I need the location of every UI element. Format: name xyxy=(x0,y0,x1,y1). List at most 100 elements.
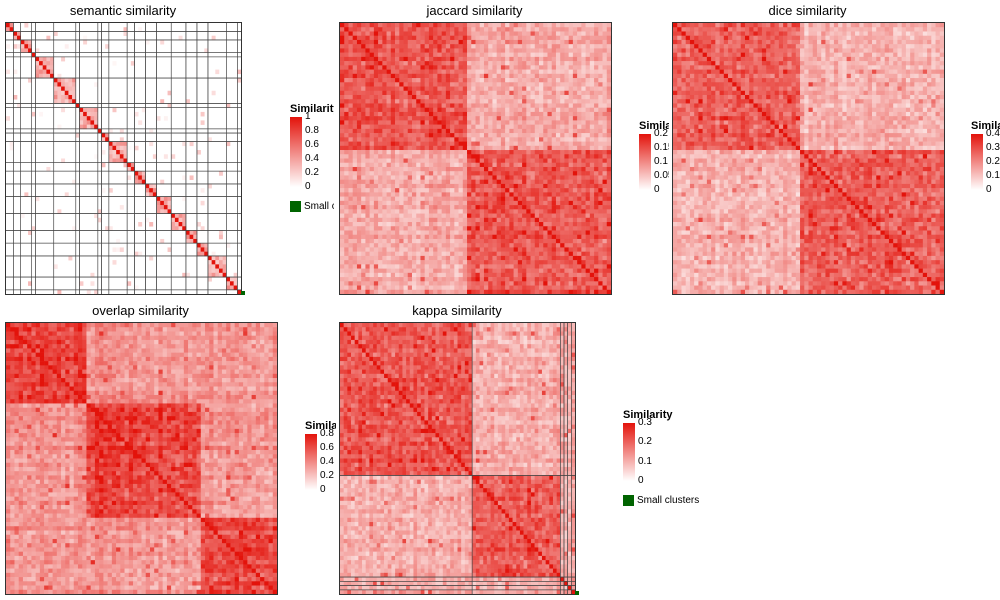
heatmap-cell xyxy=(348,183,353,189)
heatmap-cell xyxy=(471,230,476,236)
heatmap-cell xyxy=(424,94,430,100)
heatmap-cell xyxy=(577,31,582,36)
heatmap-cell xyxy=(509,27,514,32)
heatmap-cell xyxy=(365,154,370,159)
heatmap-cell xyxy=(361,116,366,121)
heatmap-cell xyxy=(365,52,370,58)
heatmap-cell xyxy=(79,111,84,117)
heatmap-cell xyxy=(526,230,531,236)
heatmap-cell xyxy=(914,35,919,41)
heatmap-cell xyxy=(352,107,358,113)
heatmap-cell xyxy=(825,31,830,36)
heatmap-cell xyxy=(390,171,396,176)
heatmap-cell xyxy=(382,137,387,142)
heatmap-cell xyxy=(479,162,485,168)
heatmap-cell xyxy=(390,226,396,231)
heatmap-cell xyxy=(568,73,574,79)
heatmap-cell xyxy=(204,48,209,53)
heatmap-cell xyxy=(386,124,392,130)
heatmap-cell xyxy=(581,73,586,79)
heatmap-cell xyxy=(505,205,510,210)
heatmap-cell xyxy=(445,31,451,36)
heatmap-cell xyxy=(441,247,447,252)
heatmap-cell xyxy=(483,44,489,49)
heatmap-cell xyxy=(108,150,113,155)
heatmap-cell xyxy=(530,116,536,121)
heatmap-cell xyxy=(462,27,468,32)
heatmap-cell xyxy=(522,277,527,282)
heatmap-cell xyxy=(577,188,582,193)
heatmap-cell xyxy=(86,116,91,121)
heatmap-cell xyxy=(361,86,366,92)
heatmap-cell xyxy=(403,48,409,53)
heatmap-cell xyxy=(382,145,387,151)
heatmap-cell xyxy=(119,154,124,159)
heatmap-cell xyxy=(454,179,459,185)
heatmap-cell xyxy=(57,289,62,294)
heatmap-cell xyxy=(560,35,565,41)
heatmap-cell xyxy=(420,56,425,62)
heatmap-cell xyxy=(488,128,493,134)
heatmap-cell xyxy=(475,145,481,151)
heatmap-cell xyxy=(420,243,425,248)
heatmap-cell xyxy=(589,200,595,206)
heatmap-cell xyxy=(454,175,459,180)
heatmap-cell xyxy=(893,27,898,32)
heatmap-cell xyxy=(450,179,455,185)
heatmap-cell xyxy=(922,31,928,36)
heatmap-cell xyxy=(505,234,510,240)
heatmap-cell xyxy=(31,52,36,58)
heatmap-cell xyxy=(382,175,387,180)
heatmap-cell xyxy=(112,61,117,66)
heatmap-cell xyxy=(467,238,472,244)
heatmap-cell xyxy=(185,230,190,236)
heatmap-cell xyxy=(112,247,117,252)
heatmap-cell xyxy=(365,35,370,41)
heatmap-cell xyxy=(403,94,409,100)
heatmap-cell xyxy=(500,251,506,257)
heatmap-cell xyxy=(356,23,362,28)
heatmap-cell xyxy=(492,222,497,227)
heatmap-cell xyxy=(560,150,565,155)
heatmap-cell xyxy=(233,277,238,282)
heatmap-cell xyxy=(416,175,421,180)
heatmap-cell xyxy=(441,289,447,294)
heatmap-cell xyxy=(475,73,481,79)
heatmap-cell xyxy=(222,260,227,265)
heatmap-cell xyxy=(594,56,599,62)
heatmap-cell xyxy=(598,103,603,108)
heatmap-cell xyxy=(505,99,510,104)
heatmap-cell xyxy=(564,234,569,240)
heatmap-cell xyxy=(581,264,586,269)
heatmap-cell xyxy=(467,133,472,138)
heatmap-cell xyxy=(407,120,413,125)
heatmap-cell xyxy=(606,247,611,252)
heatmap-cell xyxy=(123,162,128,168)
heatmap-cell xyxy=(475,255,481,261)
heatmap-cell xyxy=(386,200,392,206)
heatmap-cell xyxy=(361,171,366,176)
heatmap-cell xyxy=(572,200,578,206)
heatmap-cell xyxy=(585,69,591,75)
heatmap-cell xyxy=(386,277,392,282)
heatmap-cell xyxy=(568,69,574,75)
heatmap-cell xyxy=(454,272,459,278)
heatmap-cell xyxy=(594,94,599,100)
heatmap-cell xyxy=(407,99,413,104)
heatmap-cell xyxy=(145,217,150,223)
heatmap-cell xyxy=(445,90,451,96)
heatmap-cell xyxy=(500,31,506,36)
heatmap-cell xyxy=(119,150,124,155)
heatmap-cell xyxy=(500,230,506,236)
heatmap-cell xyxy=(543,23,548,28)
heatmap-cell xyxy=(728,44,733,49)
heatmap-cell xyxy=(382,260,387,265)
heatmap-cell xyxy=(127,281,132,286)
heatmap-cell xyxy=(437,268,442,274)
heatmap-cell xyxy=(462,183,468,189)
heatmap-cell xyxy=(509,162,514,168)
heatmap-cell xyxy=(458,238,464,244)
legend-title: Similarity xyxy=(639,120,669,132)
heatmap-cell xyxy=(555,69,561,75)
heatmap-cell xyxy=(407,226,413,231)
